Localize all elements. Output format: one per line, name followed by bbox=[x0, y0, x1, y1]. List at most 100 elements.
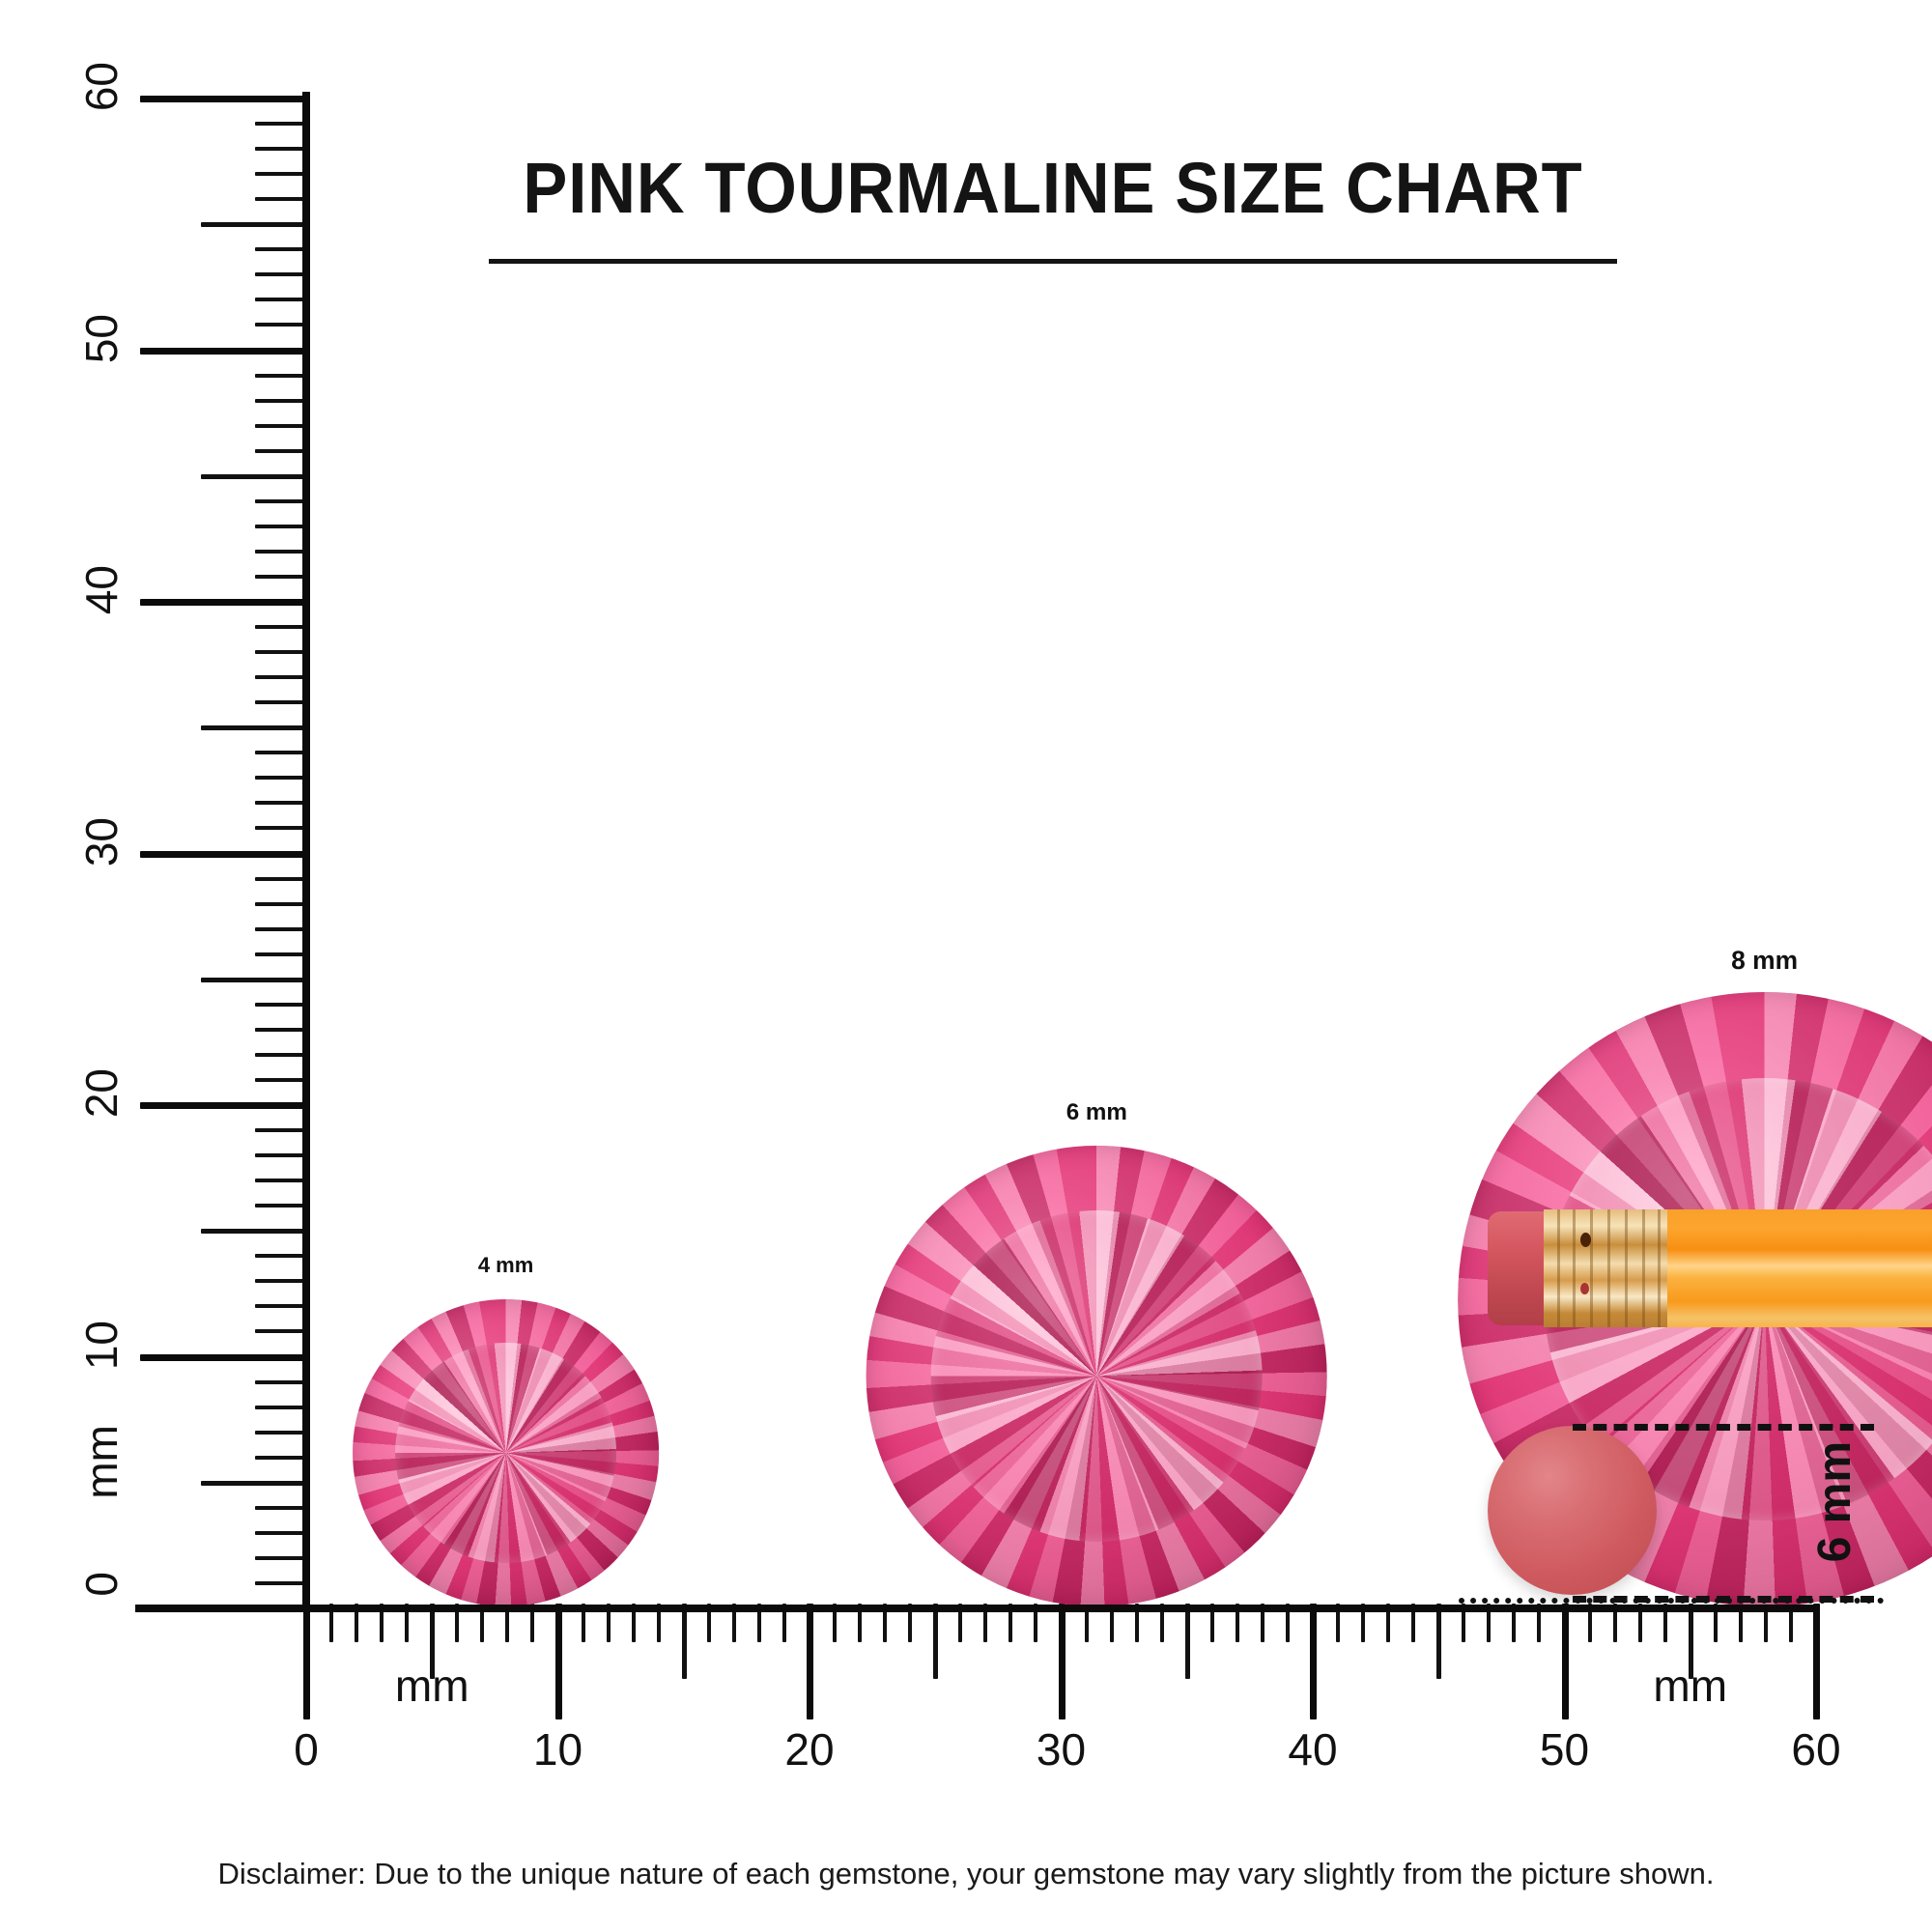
h-ruler-minor-tick bbox=[1084, 1604, 1089, 1642]
gemstone-size-label: 4 mm bbox=[477, 1253, 534, 1278]
h-ruler-minor-tick bbox=[1763, 1604, 1768, 1642]
v-ruler-major-tick bbox=[140, 1102, 309, 1109]
gemstone-round-brilliant-icon bbox=[352, 1299, 660, 1606]
v-ruler-minor-tick bbox=[255, 876, 309, 881]
h-ruler-minor-tick bbox=[1386, 1604, 1391, 1642]
gemstone-round-brilliant-icon bbox=[867, 1146, 1327, 1606]
v-ruler-minor-tick bbox=[255, 423, 309, 428]
h-ruler-mid-tick bbox=[933, 1604, 939, 1679]
v-ruler-minor-tick bbox=[255, 650, 309, 655]
v-ruler-minor-tick bbox=[255, 172, 309, 177]
y-axis-baseline bbox=[302, 92, 310, 1608]
v-ruler-label-40: 40 bbox=[76, 565, 127, 615]
gemstone-item[interactable]: 4 mm bbox=[352, 1253, 660, 1606]
h-ruler-minor-tick bbox=[329, 1604, 334, 1642]
v-ruler-minor-tick bbox=[255, 751, 309, 755]
v-ruler-minor-tick bbox=[255, 398, 309, 403]
v-ruler-minor-tick bbox=[255, 1329, 309, 1334]
v-ruler-minor-tick bbox=[255, 1430, 309, 1435]
h-ruler-mid-tick bbox=[1436, 1604, 1442, 1679]
h-ruler-minor-tick bbox=[1134, 1604, 1139, 1642]
h-ruler-minor-tick bbox=[581, 1604, 585, 1642]
h-ruler-minor-tick bbox=[530, 1604, 535, 1642]
h-ruler-minor-tick bbox=[706, 1604, 711, 1642]
v-ruler-minor-tick bbox=[255, 801, 309, 806]
v-ruler-minor-tick bbox=[255, 952, 309, 956]
title-underline bbox=[489, 259, 1617, 264]
v-ruler-minor-tick bbox=[255, 272, 309, 277]
v-ruler-label-60: 60 bbox=[76, 62, 127, 112]
h-ruler-minor-tick bbox=[1361, 1604, 1366, 1642]
v-ruler-minor-tick bbox=[255, 197, 309, 202]
eraser-size-reference: 6 mm bbox=[1459, 1412, 1913, 1605]
v-ruler-mid-tick bbox=[201, 473, 309, 479]
h-ruler-minor-tick bbox=[480, 1604, 485, 1642]
h-ruler-unit-label-right: mm bbox=[1653, 1661, 1728, 1711]
h-ruler-minor-tick bbox=[1738, 1604, 1743, 1642]
h-ruler-major-tick bbox=[1813, 1604, 1820, 1719]
h-ruler-minor-tick bbox=[1487, 1604, 1492, 1642]
h-ruler-minor-tick bbox=[1159, 1604, 1164, 1642]
v-ruler-minor-tick bbox=[255, 524, 309, 528]
v-ruler-minor-tick bbox=[255, 1204, 309, 1208]
h-ruler-minor-tick bbox=[958, 1604, 963, 1642]
h-ruler-minor-tick bbox=[1462, 1604, 1466, 1642]
v-ruler-minor-tick bbox=[255, 549, 309, 554]
v-ruler-minor-tick bbox=[255, 147, 309, 152]
h-ruler-minor-tick bbox=[1109, 1604, 1114, 1642]
v-ruler-label-0: 0 bbox=[76, 1572, 127, 1597]
gemstone-item[interactable]: 6 mm bbox=[867, 1099, 1327, 1606]
v-ruler-label-30: 30 bbox=[76, 816, 127, 867]
v-ruler-major-tick bbox=[140, 1353, 309, 1361]
h-ruler-label-40: 40 bbox=[1288, 1724, 1338, 1775]
v-ruler-minor-tick bbox=[255, 498, 309, 503]
h-ruler-minor-tick bbox=[405, 1604, 410, 1642]
v-ruler-minor-tick bbox=[255, 323, 309, 327]
v-ruler-minor-tick bbox=[255, 448, 309, 453]
v-ruler-minor-tick bbox=[255, 1505, 309, 1510]
v-ruler-major-tick bbox=[140, 96, 309, 102]
v-ruler-label-20: 20 bbox=[76, 1068, 127, 1119]
v-ruler-minor-tick bbox=[255, 1128, 309, 1133]
gemstone-size-label: 6 mm bbox=[1065, 1099, 1127, 1126]
disclaimer-text: Disclaimer: Due to the unique nature of … bbox=[217, 1857, 1715, 1890]
h-ruler-mid-tick bbox=[430, 1604, 436, 1679]
h-ruler-minor-tick bbox=[731, 1604, 736, 1642]
v-ruler-minor-tick bbox=[255, 1153, 309, 1158]
pencil-eraser-icon bbox=[1488, 1211, 1548, 1325]
gemstone-size-label: 8 mm bbox=[1731, 946, 1799, 976]
v-ruler-minor-tick bbox=[255, 1179, 309, 1183]
h-ruler-minor-tick bbox=[1662, 1604, 1667, 1642]
v-ruler-major-tick bbox=[140, 599, 309, 606]
v-ruler-minor-tick bbox=[255, 298, 309, 302]
h-ruler-minor-tick bbox=[656, 1604, 661, 1642]
h-ruler-mid-tick bbox=[681, 1604, 687, 1679]
h-ruler-minor-tick bbox=[1537, 1604, 1542, 1642]
h-ruler-label-20: 20 bbox=[784, 1724, 835, 1775]
h-ruler-minor-tick bbox=[606, 1604, 611, 1642]
h-ruler-label-50: 50 bbox=[1539, 1724, 1590, 1775]
v-ruler-mid-tick bbox=[201, 977, 309, 982]
h-ruler-minor-tick bbox=[1612, 1604, 1617, 1642]
v-ruler-minor-tick bbox=[255, 826, 309, 831]
v-ruler-minor-tick bbox=[255, 1530, 309, 1535]
v-ruler-minor-tick bbox=[255, 625, 309, 630]
pencil-body-icon bbox=[1667, 1209, 1932, 1327]
h-ruler-mid-tick bbox=[1688, 1604, 1693, 1679]
v-ruler-minor-tick bbox=[255, 1580, 309, 1585]
h-ruler-minor-tick bbox=[908, 1604, 913, 1642]
h-ruler-minor-tick bbox=[1336, 1604, 1341, 1642]
h-ruler-minor-tick bbox=[1788, 1604, 1793, 1642]
h-ruler-minor-tick bbox=[756, 1604, 761, 1642]
h-ruler-minor-tick bbox=[1260, 1604, 1264, 1642]
v-ruler-minor-tick bbox=[255, 1555, 309, 1560]
v-ruler-minor-tick bbox=[255, 1455, 309, 1460]
h-ruler-mid-tick bbox=[1184, 1604, 1190, 1679]
h-ruler-major-tick bbox=[303, 1604, 310, 1719]
v-ruler-label-50: 50 bbox=[76, 313, 127, 363]
h-ruler-minor-tick bbox=[1235, 1604, 1239, 1642]
eraser-dimension-label: 6 mm bbox=[1809, 1441, 1861, 1563]
v-ruler-minor-tick bbox=[255, 373, 309, 378]
v-ruler-minor-tick bbox=[255, 901, 309, 906]
